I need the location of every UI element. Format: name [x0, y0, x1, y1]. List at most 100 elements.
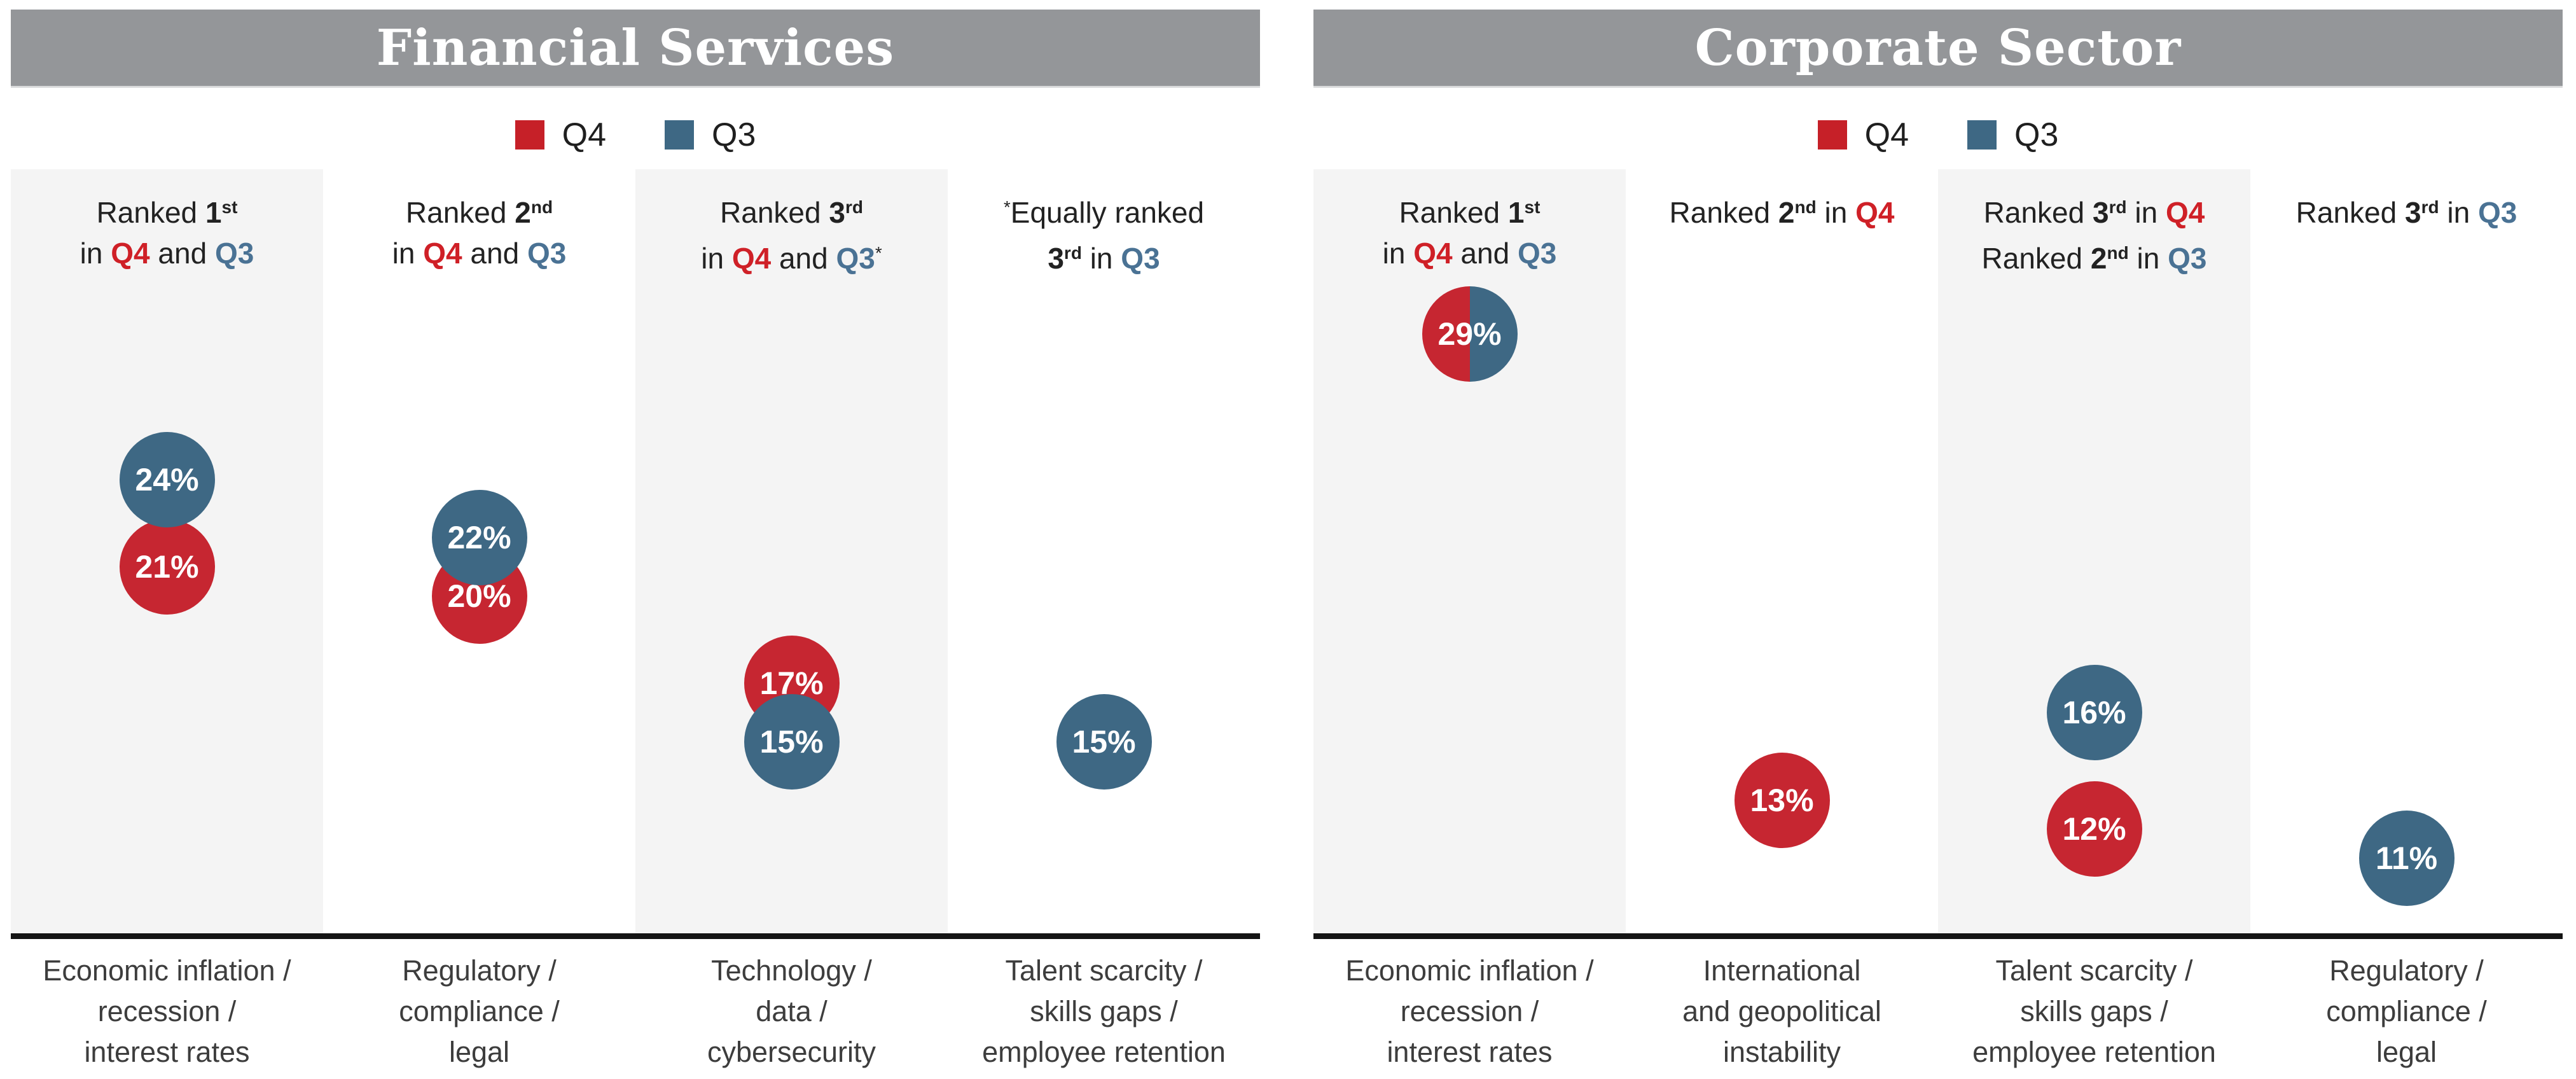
header-segment: 3: [1048, 242, 1064, 275]
column-corp-3: Ranked 3rd in Q4 Ranked 2nd in Q3 12% 16%: [1938, 169, 2250, 933]
header-segment: rd: [2109, 197, 2127, 217]
column-header: Ranked 2nd in Q4: [1626, 169, 1938, 233]
q3-swatch-icon: [665, 120, 694, 150]
header-segment: Q4: [2165, 196, 2205, 229]
header-segment: 3: [829, 196, 845, 229]
header-segment: Ranked: [405, 196, 515, 229]
header-segment: Q3: [1517, 237, 1557, 270]
header-segment: Ranked: [2296, 196, 2405, 229]
header-segment: rd: [845, 197, 863, 217]
label-line: and geopolitical: [1682, 995, 1881, 1027]
legend-q4-label: Q4: [562, 116, 606, 153]
legend-item-q4: Q4: [515, 116, 606, 154]
label-line: Economic inflation /: [1345, 954, 1594, 987]
header-segment: 2: [515, 196, 531, 229]
header-segment: rd: [2421, 197, 2439, 217]
header-segment: Ranked: [1399, 196, 1508, 229]
header-segment: Q4: [1855, 196, 1895, 229]
data-circle-q3-22: 22%: [431, 490, 527, 585]
header-segment: in: [1081, 242, 1121, 275]
header-segment: Q3: [1121, 242, 1160, 275]
header-segment: and: [771, 242, 836, 275]
column-corp-1: Ranked 1st in Q4 and Q3 29%: [1313, 169, 1626, 933]
header-segment: and: [149, 237, 215, 270]
financial-services-banner: Financial Services: [11, 10, 1260, 86]
header-segment: in: [2439, 196, 2478, 229]
corporate-sector-banner: Corporate Sector: [1313, 10, 2563, 86]
column-corp-2: Ranked 2nd in Q4 13%: [1626, 169, 1938, 933]
header-segment: Q4: [111, 237, 150, 270]
label-line: cybersecurity: [707, 1036, 876, 1068]
label-line: recession /: [97, 995, 237, 1027]
column-fs-1: Ranked 1st in Q4 and Q3 21% 24%: [11, 169, 323, 933]
column-header: Ranked 1st in Q4 and Q3: [1313, 169, 1626, 274]
legend-item-q3: Q3: [665, 116, 756, 154]
header-segment: nd: [2107, 243, 2129, 263]
header-segment: Ranked: [1669, 196, 1778, 229]
header-segment: Ranked: [1981, 242, 2091, 275]
x-axis-line: [11, 933, 1260, 939]
header-segment: 1: [205, 196, 222, 229]
q4-swatch-icon: [515, 120, 544, 150]
category-labels: Economic inflation / recession / interes…: [1313, 950, 2563, 1073]
category-label: Economic inflation / recession / interes…: [11, 950, 323, 1073]
label-line: Talent scarcity /: [1995, 954, 2193, 987]
header-segment: and: [462, 237, 527, 270]
legend-q4-label: Q4: [1864, 116, 1909, 153]
header-segment: 3: [2405, 196, 2421, 229]
category-label: Technology / data / cybersecurity: [635, 950, 948, 1073]
label-line: Regulatory /: [402, 954, 557, 987]
header-segment: 2: [2090, 242, 2107, 275]
column-header: *Equally ranked 3rd in Q3: [948, 169, 1260, 279]
column-circles: 17% 15%: [635, 169, 948, 933]
header-segment: in: [701, 242, 732, 275]
category-label: Economic inflation / recession / interes…: [1313, 950, 1626, 1073]
header-segment: st: [1524, 197, 1541, 217]
x-axis-line: [1313, 933, 2563, 939]
column-header: Ranked 2nd in Q4 and Q3: [323, 169, 635, 274]
label-line: employee retention: [1972, 1036, 2216, 1068]
column-circles: 13%: [1626, 169, 1938, 933]
header-segment: Ranked: [96, 196, 205, 229]
data-circle-q4-21: 21%: [119, 519, 215, 615]
header-segment: nd: [1794, 197, 1817, 217]
column-circles: 20% 22%: [323, 169, 635, 933]
column-fs-2: Ranked 2nd in Q4 and Q3 20% 22%: [323, 169, 635, 933]
header-segment: 3: [2093, 196, 2109, 229]
label-line: data /: [756, 995, 828, 1027]
legend: Q4 Q3: [11, 115, 1260, 155]
data-circle-q3-24: 24%: [119, 432, 215, 527]
category-label: International and geopolitical instabili…: [1626, 950, 1938, 1073]
label-line: compliance /: [399, 995, 560, 1027]
header-segment: Q3: [527, 237, 567, 270]
label-line: Regulatory /: [2329, 954, 2484, 987]
label-line: skills gaps /: [2020, 995, 2168, 1027]
plot-area: Ranked 1st in Q4 and Q3 29% Ranked 2nd i…: [1313, 169, 2563, 933]
header-segment: *: [1003, 197, 1011, 217]
column-header: Ranked 3rd in Q3: [2250, 169, 2563, 233]
label-line: instability: [1722, 1036, 1841, 1068]
category-label: Regulatory / compliance / legal: [2250, 950, 2563, 1073]
header-segment: Q4: [731, 242, 772, 275]
header-segment: Ranked: [720, 196, 829, 229]
legend-item-q3: Q3: [1967, 116, 2058, 154]
header-segment: in: [392, 237, 424, 270]
legend-q3-label: Q3: [712, 116, 756, 153]
label-line: interest rates: [84, 1036, 250, 1068]
header-segment: nd: [530, 197, 553, 217]
q4-swatch-icon: [1817, 120, 1847, 150]
header-segment: in: [80, 237, 111, 270]
header-segment: Q4: [1413, 237, 1453, 270]
header-segment: in: [2126, 196, 2166, 229]
legend-q3-label: Q3: [2014, 116, 2059, 153]
data-circle-q3-15: 15%: [1056, 694, 1152, 790]
header-segment: 2: [1778, 196, 1795, 229]
financial-services-panel: Financial Services Q4 Q3 Ranked 1st in Q…: [11, 0, 1260, 1079]
label-line: Economic inflation /: [43, 954, 291, 987]
label-line: Talent scarcity /: [1005, 954, 1203, 987]
column-circles: 29%: [1313, 169, 1626, 933]
header-segment: st: [221, 197, 238, 217]
data-circle-q4q3-29: 29%: [1422, 286, 1518, 382]
category-labels: Economic inflation / recession / interes…: [11, 950, 1260, 1073]
